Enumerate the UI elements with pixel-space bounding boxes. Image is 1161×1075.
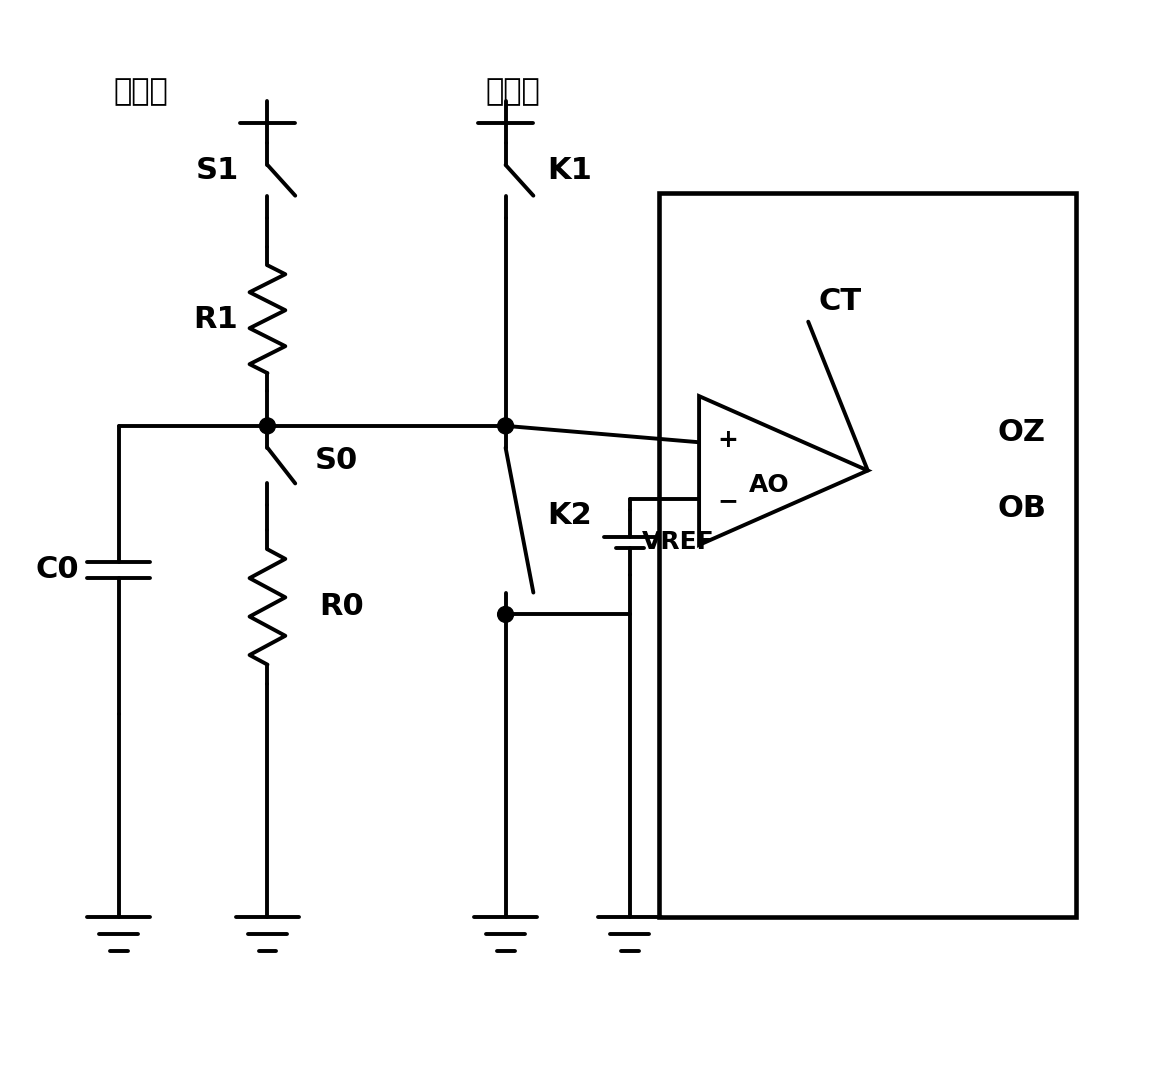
Text: +: + [717,428,737,453]
Text: 电流源: 电流源 [114,77,168,106]
Text: K1: K1 [547,156,592,185]
Text: 电流源: 电流源 [485,77,541,106]
Circle shape [260,418,275,434]
Bar [659,192,1076,917]
Text: C0: C0 [35,556,79,584]
Text: CT: CT [819,287,861,316]
Text: S1: S1 [196,156,239,185]
Text: OZ: OZ [997,418,1046,447]
Text: S0: S0 [315,446,359,475]
Text: R0: R0 [319,592,363,621]
Text: VREF: VREF [642,530,714,555]
Text: −: − [717,489,738,513]
Circle shape [498,418,513,434]
Text: K2: K2 [547,501,592,530]
Text: R1: R1 [194,304,238,333]
Text: AO: AO [749,473,789,498]
Circle shape [498,606,513,622]
Text: OB: OB [997,493,1046,522]
